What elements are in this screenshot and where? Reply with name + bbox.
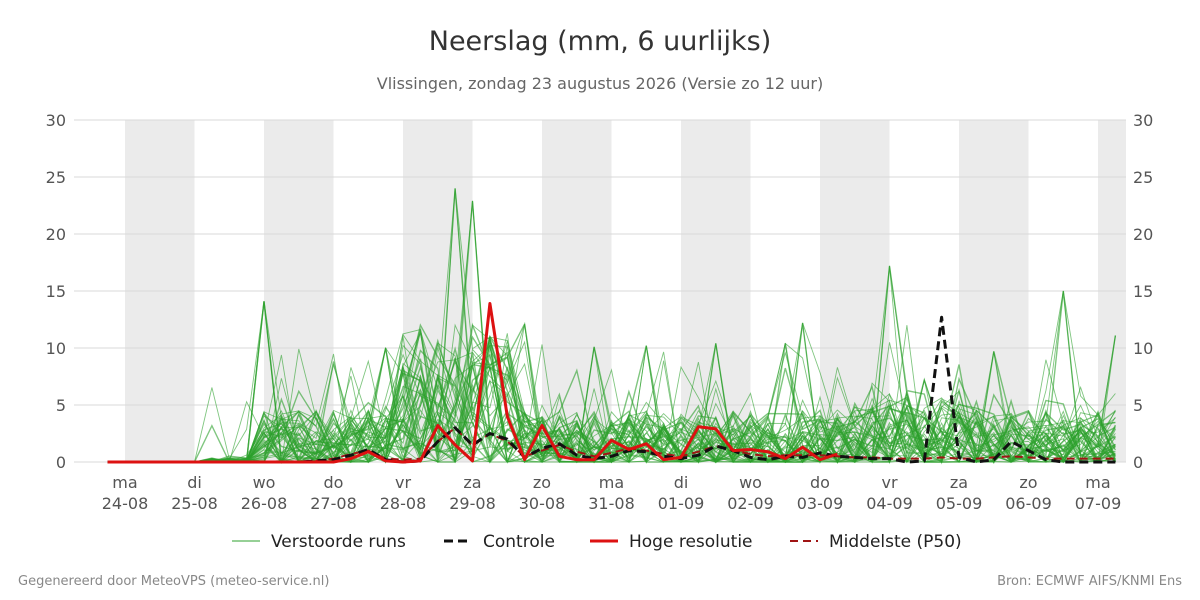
x-tick-date-2026-09-01: 01-09 xyxy=(658,494,705,513)
x-tick-date-2026-09-04: 04-09 xyxy=(866,494,913,513)
x-tick-weekday-2026-08-28: vr xyxy=(395,473,411,492)
y-tick-label-left-5: 5 xyxy=(56,396,66,415)
y-tick-label-left-25: 25 xyxy=(46,168,66,187)
ensemble-member-line xyxy=(107,188,1116,464)
main-series xyxy=(107,302,1116,464)
y-tick-label-right-0: 0 xyxy=(1133,453,1143,472)
y-axis-left: 0 5 10 15 20 25 30 xyxy=(46,111,66,472)
chart-title: Neerslag (mm, 6 uurlijks) xyxy=(429,26,771,57)
x-tick-date-2026-08-27: 27-08 xyxy=(310,494,357,513)
ensemble-member-line xyxy=(107,345,1116,463)
legend-label-highres: Hoge resolutie xyxy=(629,532,753,552)
legend-label-control: Controle xyxy=(483,532,555,552)
x-tick-weekday-2026-09-02: wo xyxy=(739,473,762,492)
legend-label-perturbed: Verstoorde runs xyxy=(271,532,406,552)
x-tick-date-2026-08-30: 30-08 xyxy=(519,494,566,513)
x-tick-date-2026-09-07: 07-09 xyxy=(1075,494,1122,513)
x-tick-weekday-2026-08-25: di xyxy=(187,473,202,492)
y-tick-label-right-5: 5 xyxy=(1133,396,1143,415)
ensemble-member-line xyxy=(107,323,1116,463)
x-tick-date-2026-08-29: 29-08 xyxy=(449,494,496,513)
y-tick-label-left-0: 0 xyxy=(56,453,66,472)
x-tick-date-2026-08-26: 26-08 xyxy=(241,494,288,513)
ensemble-member-line xyxy=(107,290,1116,463)
x-tick-weekday-2026-09-07: ma xyxy=(1085,473,1110,492)
x-tick-date-2026-09-03: 03-09 xyxy=(797,494,844,513)
x-tick-weekday-2026-08-24: ma xyxy=(112,473,137,492)
x-tick-weekday-2026-09-05: za xyxy=(950,473,968,492)
y-tick-label-left-30: 30 xyxy=(46,111,66,130)
y-tick-label-left-15: 15 xyxy=(46,282,66,301)
x-tick-weekday-2026-08-30: zo xyxy=(533,473,551,492)
y-tick-label-right-15: 15 xyxy=(1133,282,1153,301)
footer-generated-by: Gegenereerd door MeteoVPS (meteo-service… xyxy=(18,574,329,589)
x-tick-date-2026-09-02: 02-09 xyxy=(727,494,774,513)
ensemble-member-line xyxy=(107,345,1117,465)
x-tick-weekday-2026-08-26: wo xyxy=(253,473,276,492)
x-tick-date-2026-08-24: 24-08 xyxy=(102,494,149,513)
legend-label-median: Middelste (P50) xyxy=(829,532,962,552)
chart-subtitle: Vlissingen, zondag 23 augustus 2026 (Ver… xyxy=(377,74,824,93)
x-tick-date-2026-09-06: 06-09 xyxy=(1005,494,1052,513)
ensemble-member-line xyxy=(107,347,1116,463)
x-tick-date-2026-08-31: 31-08 xyxy=(588,494,635,513)
ensemble-member-line xyxy=(107,342,1116,463)
series-line-hoge-resolutie xyxy=(107,302,838,464)
x-tick-weekday-2026-08-27: do xyxy=(324,473,344,492)
ensemble-member-line xyxy=(107,339,1116,465)
ensemble-member-line xyxy=(107,351,1117,465)
y-tick-label-right-10: 10 xyxy=(1133,339,1153,358)
x-tick-weekday-2026-08-31: ma xyxy=(599,473,624,492)
x-tick-weekday-2026-09-03: do xyxy=(810,473,830,492)
ensemble-member-line xyxy=(107,301,1116,464)
y-tick-label-left-10: 10 xyxy=(46,339,66,358)
y-tick-label-right-30: 30 xyxy=(1133,111,1153,130)
y-tick-label-left-20: 20 xyxy=(46,225,66,244)
x-tick-date-2026-08-25: 25-08 xyxy=(171,494,218,513)
x-tick-date-2026-08-28: 28-08 xyxy=(380,494,427,513)
x-tick-weekday-2026-08-29: za xyxy=(463,473,481,492)
x-tick-weekday-2026-09-04: vr xyxy=(881,473,897,492)
ensemble-members xyxy=(107,188,1117,465)
y-tick-label-right-20: 20 xyxy=(1133,225,1153,244)
x-tick-weekday-2026-09-01: di xyxy=(674,473,689,492)
x-axis: ma 24-08 di 25-08 wo 26-08 do 27-08 vr 28-08 za 29-… xyxy=(102,473,1122,513)
y-axis-right: 0 5 10 15 20 25 30 xyxy=(1133,111,1153,472)
x-tick-weekday-2026-09-06: zo xyxy=(1019,473,1037,492)
y-tick-label-right-25: 25 xyxy=(1133,168,1153,187)
x-tick-date-2026-09-05: 05-09 xyxy=(936,494,983,513)
legend: Verstoorde runs Controle Hoge resolutie … xyxy=(232,532,962,552)
footer-source: Bron: ECMWF AIFS/KNMI Ens xyxy=(997,574,1182,589)
